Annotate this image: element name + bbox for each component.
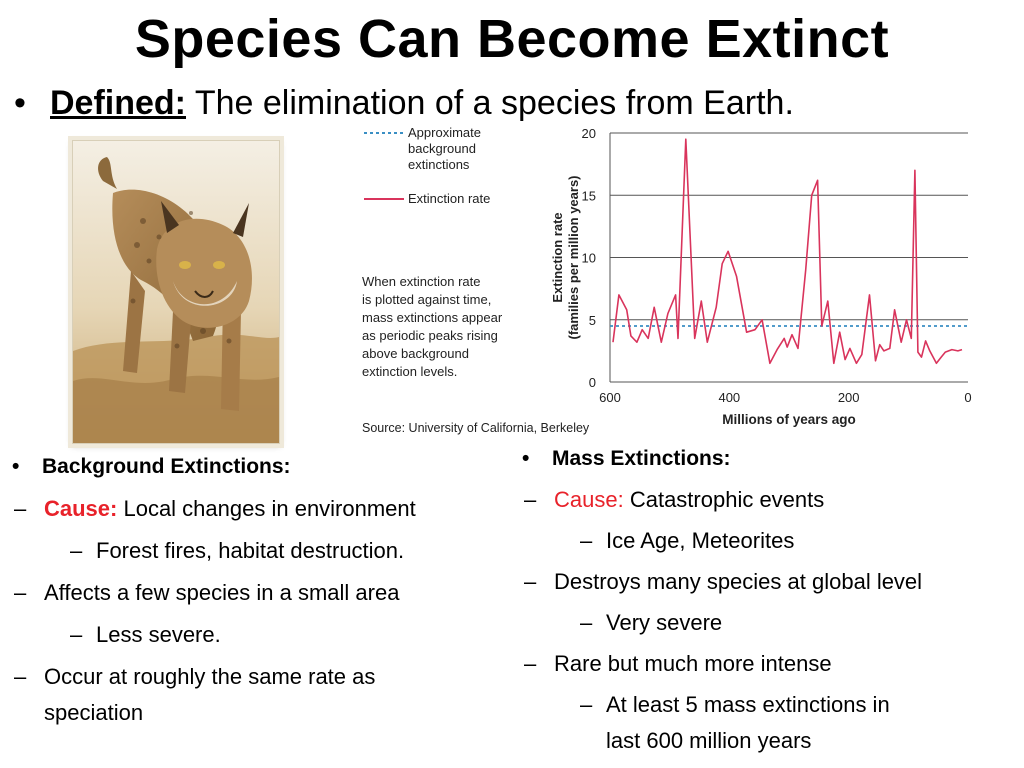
list-item: – Very severe [522, 608, 1022, 638]
list-item: • Mass Extinctions: [522, 444, 1022, 474]
dash-marker: – [580, 610, 593, 635]
list-item: – Affects a few species in a small area [12, 578, 512, 608]
list-item: – Occur at roughly the same rate as [12, 662, 512, 692]
dash-marker: – [70, 622, 83, 647]
dash-marker: – [580, 528, 593, 553]
x-tick-label: 200 [838, 390, 860, 405]
dash-marker: – [580, 692, 593, 717]
dash-marker: – [14, 496, 27, 521]
mass-extinctions-list: • Mass Extinctions: – Cause: Catastrophic e… [522, 444, 1022, 756]
list-item: • Background Extinctions: [12, 452, 512, 482]
y-axis-title-line-2: (families per million years) [566, 175, 581, 339]
legend-background-line-1: Approximate [408, 125, 481, 140]
list-item-text: Ice Age, Meteorites [606, 528, 795, 553]
x-tick-label: 600 [599, 390, 621, 405]
list-item-text: last 600 million years [606, 728, 812, 753]
list-item-text: Destroys many species at global level [554, 569, 923, 594]
list-item-text: Cause: [44, 496, 118, 521]
y-tick-label: 10 [582, 251, 596, 266]
dash-marker: – [70, 538, 83, 563]
list-item-text: speciation [44, 700, 144, 725]
dash-marker: – [14, 580, 27, 605]
list-item-text: Less severe. [96, 622, 221, 647]
list-item-text: Mass Extinctions: [552, 447, 731, 470]
bullet-icon: • [522, 447, 530, 470]
list-item-text: Very severe [606, 610, 723, 635]
definition-text: The elimination of a species from Earth. [194, 84, 794, 122]
list-item-text: Catastrophic events [623, 487, 825, 512]
x-tick-label: 400 [718, 390, 740, 405]
note-line-5: above background [362, 346, 469, 361]
x-tick-label: 0 [964, 390, 971, 405]
extinction-rate-series [612, 138, 963, 365]
list-item: – Cause: Catastrophic events [522, 485, 1022, 515]
list-item-text: At least 5 mass extinctions in [606, 692, 890, 717]
list-item: – Ice Age, Meteorites [522, 526, 1022, 556]
list-item: – At least 5 mass extinctions in [522, 690, 1022, 720]
list-item-text: Forest fires, habitat destruction. [96, 538, 405, 563]
note-line-4: as periodic peaks rising [362, 328, 498, 343]
dash-marker: – [524, 651, 537, 676]
list-item-text: Background Extinctions: [42, 455, 291, 478]
note-line-2: is plotted against time, [362, 292, 491, 307]
dash-marker: – [524, 487, 537, 512]
y-tick-label: 20 [582, 126, 596, 141]
legend-rate-label: Extinction rate [408, 191, 490, 206]
extinction-rate-chart: 0 5 10 15 20 600 400 200 0 Millions of years ago E… [550, 126, 972, 427]
list-item-text: Affects a few species in a small area [44, 580, 400, 605]
list-item: speciation [12, 698, 512, 728]
list-item-text: Cause: [554, 487, 624, 512]
list-item: – Less severe. [12, 620, 512, 650]
list-item-text: Local changes in environment [117, 496, 416, 521]
y-tick-label: 0 [589, 375, 596, 390]
list-item-text: Occur at roughly the same rate as [44, 664, 376, 689]
dash-marker: – [14, 664, 27, 689]
figure-source: Source: University of California, Berkel… [362, 421, 590, 435]
list-item: – Cause: Local changes in environment [12, 494, 512, 524]
background-extinctions-list: • Background Extinctions: – Cause: Local ch… [12, 452, 512, 728]
lynx-photo [72, 140, 280, 444]
y-axis-title-line-1: Extinction rate [550, 212, 565, 302]
definition-line: • Defined: The elimination of a species f… [14, 82, 794, 124]
list-item: – Rare but much more intense [522, 649, 1022, 679]
definition-term: Defined: [50, 84, 186, 122]
list-item-text: Rare but much more intense [554, 651, 832, 676]
extinction-figure: Approximate background extinctions Extin… [362, 125, 972, 435]
legend-background-line-3: extinctions [408, 157, 470, 172]
list-item: – Forest fires, habitat destruction. [12, 536, 512, 566]
legend-background-line-2: background [408, 141, 476, 156]
dash-marker: – [524, 569, 537, 594]
bullet-icon: • [12, 455, 20, 478]
slide-title: Species Can Become Extinct [134, 9, 890, 69]
note-line-6: extinction levels. [362, 364, 457, 379]
list-item: – Destroys many species at global level [522, 567, 1022, 597]
y-tick-label: 15 [582, 188, 596, 203]
note-line-3: mass extinctions appear [362, 310, 503, 325]
bullet-icon: • [14, 84, 26, 122]
y-tick-label: 5 [589, 313, 596, 328]
list-item: last 600 million years [522, 726, 1022, 756]
x-axis-title: Millions of years ago [722, 412, 856, 427]
note-line-1: When extinction rate [362, 274, 481, 289]
